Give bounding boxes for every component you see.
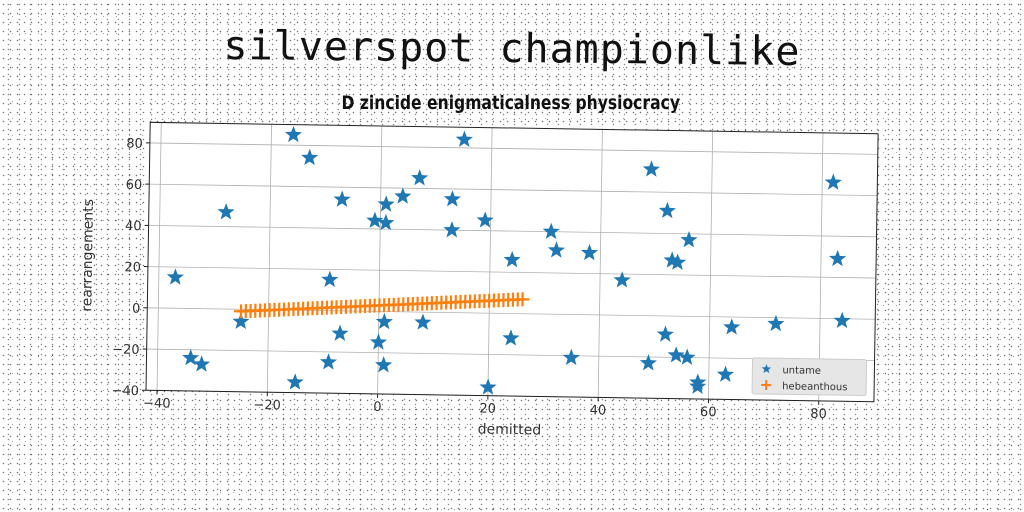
- untame-point: [377, 195, 395, 212]
- y-tick-label: −40: [111, 384, 139, 399]
- x-gridline: [818, 132, 824, 401]
- untame-point: [217, 203, 235, 220]
- untame-point: [333, 190, 351, 207]
- untame-point: [542, 222, 560, 240]
- untame-point: [394, 187, 412, 204]
- y-tick-label: 20: [124, 260, 141, 275]
- untame-point: [375, 356, 393, 373]
- legend-star-marker: [761, 364, 772, 374]
- untame-point: [667, 346, 685, 363]
- x-gridline: [597, 129, 603, 398]
- x-tick-label: 60: [700, 405, 717, 420]
- untame-point: [716, 365, 735, 383]
- untame-point: [182, 349, 200, 366]
- x-gridline: [266, 124, 272, 393]
- y-axis-label: rearrangements: [79, 199, 97, 312]
- untame-point: [443, 190, 461, 207]
- untame-point: [331, 324, 349, 341]
- untame-point: [301, 148, 319, 166]
- untame-point: [377, 213, 395, 231]
- y-tick-label: 40: [125, 219, 142, 234]
- untame-point: [680, 231, 698, 248]
- legend-box: [751, 357, 868, 397]
- legend-label-untame: untame: [782, 365, 821, 377]
- legend-plus-marker: [761, 380, 772, 391]
- y-tick-label: −20: [112, 343, 140, 358]
- x-gridline: [708, 131, 714, 400]
- untame-point: [547, 241, 565, 258]
- untame-point: [613, 271, 631, 288]
- untame-point: [319, 353, 338, 370]
- x-gridline: [487, 127, 493, 396]
- untame-point: [658, 201, 676, 219]
- x-tick-label: −20: [253, 398, 281, 413]
- x-tick-label: 80: [810, 407, 827, 422]
- untame-point: [369, 333, 388, 350]
- plot-area: −40 −20 0 20 40 60 80 −40 −20 0 20 40 60 80 untame heb…: [79, 121, 879, 438]
- untame-point: [193, 355, 211, 372]
- y-tick-label: 60: [126, 178, 143, 193]
- untame-point: [689, 377, 707, 394]
- untame-point: [284, 125, 303, 143]
- untame-point: [767, 314, 785, 332]
- x-gridline: [377, 125, 383, 394]
- untame-point: [479, 378, 497, 395]
- untame-point: [321, 270, 339, 288]
- untame-point: [443, 221, 461, 238]
- y-tick-label: 0: [132, 302, 141, 317]
- hebeanthous-point: [515, 292, 530, 307]
- untame-point: [656, 325, 674, 342]
- x-gridline: [156, 122, 162, 391]
- untame-point: [580, 243, 599, 261]
- untame-point: [476, 211, 494, 228]
- ticks: −40 −20 0 20 40 60 80 −40 −20 0 20 40 60 80: [111, 137, 827, 422]
- untame-point: [366, 211, 384, 229]
- untame-point: [562, 348, 580, 366]
- axes-frame: [145, 121, 879, 403]
- x-tick-label: 40: [590, 403, 607, 418]
- untame-point: [375, 312, 393, 330]
- series-layer: [166, 125, 851, 395]
- untame-point: [232, 312, 250, 330]
- untame-point: [824, 173, 842, 190]
- x-tick-label: 20: [479, 402, 496, 417]
- x-tick-label: −40: [143, 396, 171, 411]
- y-gridline: [149, 183, 878, 196]
- untame-point: [669, 253, 687, 270]
- untame-point: [829, 249, 847, 267]
- untame-point: [833, 311, 851, 329]
- untame-point: [642, 160, 661, 177]
- x-tick-label: 0: [373, 400, 382, 415]
- untame-point: [411, 169, 429, 186]
- legend: untame hebeanthous: [751, 357, 868, 397]
- y-gridline: [149, 142, 878, 155]
- untame-point: [639, 354, 657, 371]
- untame-point: [455, 130, 473, 147]
- y-gridline: [148, 224, 877, 238]
- y-tick-label: 80: [126, 137, 143, 152]
- chart-title: D zincide enigmaticalness physiocracy: [341, 92, 681, 114]
- untame-point: [414, 313, 432, 330]
- untame-point: [286, 373, 304, 390]
- untame-point: [166, 268, 184, 285]
- y-gridline: [147, 266, 876, 279]
- untame-point: [723, 318, 741, 335]
- untame-point: [678, 348, 696, 365]
- x-axis-label: demitted: [478, 421, 542, 438]
- untame-point: [503, 250, 521, 268]
- legend-label-hebeanthous: hebeanthous: [782, 381, 848, 393]
- untame-point: [502, 329, 520, 346]
